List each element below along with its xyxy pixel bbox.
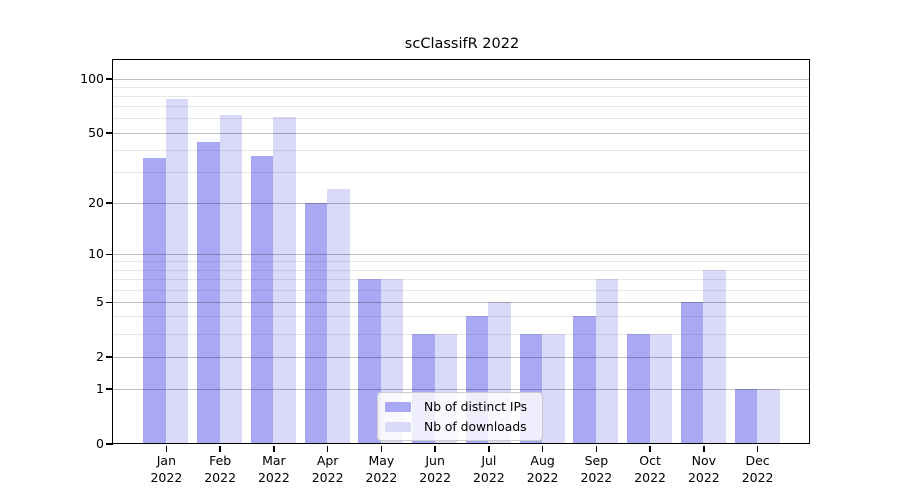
- bar-downloads-sep: [595, 279, 619, 444]
- bar-ips-dec: [734, 388, 757, 444]
- bar-ips-may: [358, 279, 381, 444]
- x-tick: [380, 445, 383, 453]
- y-tick: [106, 443, 113, 445]
- y-tick: [106, 78, 113, 80]
- x-tick-label-apr: Apr 2022: [311, 453, 344, 485]
- x-tick-label-jan: Jan 2022: [150, 453, 183, 485]
- bar-ips-feb: [197, 142, 220, 444]
- x-tick: [219, 445, 221, 453]
- grid-layer: [113, 60, 810, 443]
- gridline-major: [113, 78, 810, 80]
- x-tick-label-feb: Feb 2022: [204, 453, 237, 485]
- y-tick: [106, 132, 113, 134]
- x-tick: [165, 445, 168, 453]
- gridline-major: [113, 132, 810, 134]
- gridline-minor: [113, 171, 810, 173]
- chart-title: scClassifR 2022: [404, 36, 520, 52]
- x-tick-label-sep: Sep 2022: [580, 453, 613, 485]
- gridline-major: [113, 301, 810, 303]
- gridline-minor: [113, 333, 810, 335]
- gridline-minor: [113, 106, 810, 108]
- gridline-major: [113, 356, 810, 358]
- x-tick-label-dec: Dec 2022: [741, 453, 774, 485]
- y-tick-label: 50: [88, 125, 104, 141]
- downloads-swatch: [385, 421, 411, 432]
- x-tick: [326, 445, 329, 453]
- x-tick: [273, 445, 275, 453]
- gridline-minor: [113, 86, 810, 88]
- y-tick: [106, 202, 113, 205]
- y-tick-label: 1: [96, 381, 104, 397]
- bar-ips-nov: [680, 301, 704, 444]
- plot-area: [112, 59, 811, 445]
- gridline-minor: [113, 269, 810, 271]
- bar-ips-jan: [143, 157, 166, 444]
- bar-downloads-dec: [757, 388, 780, 444]
- y-tick: [106, 356, 113, 358]
- gridline-minor: [113, 95, 810, 97]
- gridline-minor: [113, 316, 810, 318]
- gridline-minor: [113, 149, 810, 151]
- gridline-major: [113, 388, 810, 390]
- legend: Nb of distinct IPs Nb of downloads: [377, 392, 543, 441]
- y-tick: [106, 388, 113, 390]
- x-tick-label-aug: Aug 2022: [526, 453, 559, 485]
- y-tick-label: 5: [96, 294, 104, 310]
- x-tick: [488, 445, 490, 453]
- gridline-minor: [113, 261, 810, 263]
- gridline-minor: [113, 118, 810, 120]
- gridline-minor: [113, 278, 810, 280]
- x-tick: [703, 445, 705, 453]
- legend-row-distinct-ips: Nb of distinct IPs: [385, 398, 535, 415]
- x-tick-label-nov: Nov 2022: [687, 453, 720, 485]
- x-tick-label-jul: Jul 2022: [472, 453, 505, 485]
- y-tick: [106, 301, 113, 304]
- y-tick-label: 100: [80, 71, 104, 87]
- x-tick: [434, 445, 436, 453]
- bar-ips-apr: [304, 202, 328, 444]
- y-tick-label: 20: [88, 195, 104, 211]
- gridline-major: [113, 253, 810, 255]
- y-tick-label: 10: [88, 246, 104, 262]
- bar-ips-mar: [250, 155, 274, 444]
- legend-label-downloads: Nb of downloads: [424, 419, 527, 434]
- x-tick: [756, 445, 759, 453]
- x-tick-label-jun: Jun 2022: [419, 453, 452, 485]
- gridline-major: [113, 202, 810, 204]
- legend-label-distinct-ips: Nb of distinct IPs: [424, 399, 528, 414]
- x-tick: [541, 445, 544, 453]
- x-tick-label-mar: Mar 2022: [257, 453, 290, 485]
- y-tick: [106, 253, 113, 256]
- x-tick-label-may: May 2022: [365, 453, 398, 485]
- distinct-ips-swatch: [385, 401, 411, 412]
- x-tick: [649, 445, 651, 453]
- x-tick: [595, 445, 598, 453]
- legend-row-downloads: Nb of downloads: [385, 418, 535, 435]
- y-tick-label: 0: [96, 436, 104, 451]
- bar-ips-sep: [573, 316, 596, 444]
- bar-downloads-mar: [273, 117, 296, 444]
- gridline-minor: [113, 289, 810, 291]
- y-tick-label: 2: [96, 349, 104, 365]
- x-tick-label-oct: Oct 2022: [634, 453, 666, 485]
